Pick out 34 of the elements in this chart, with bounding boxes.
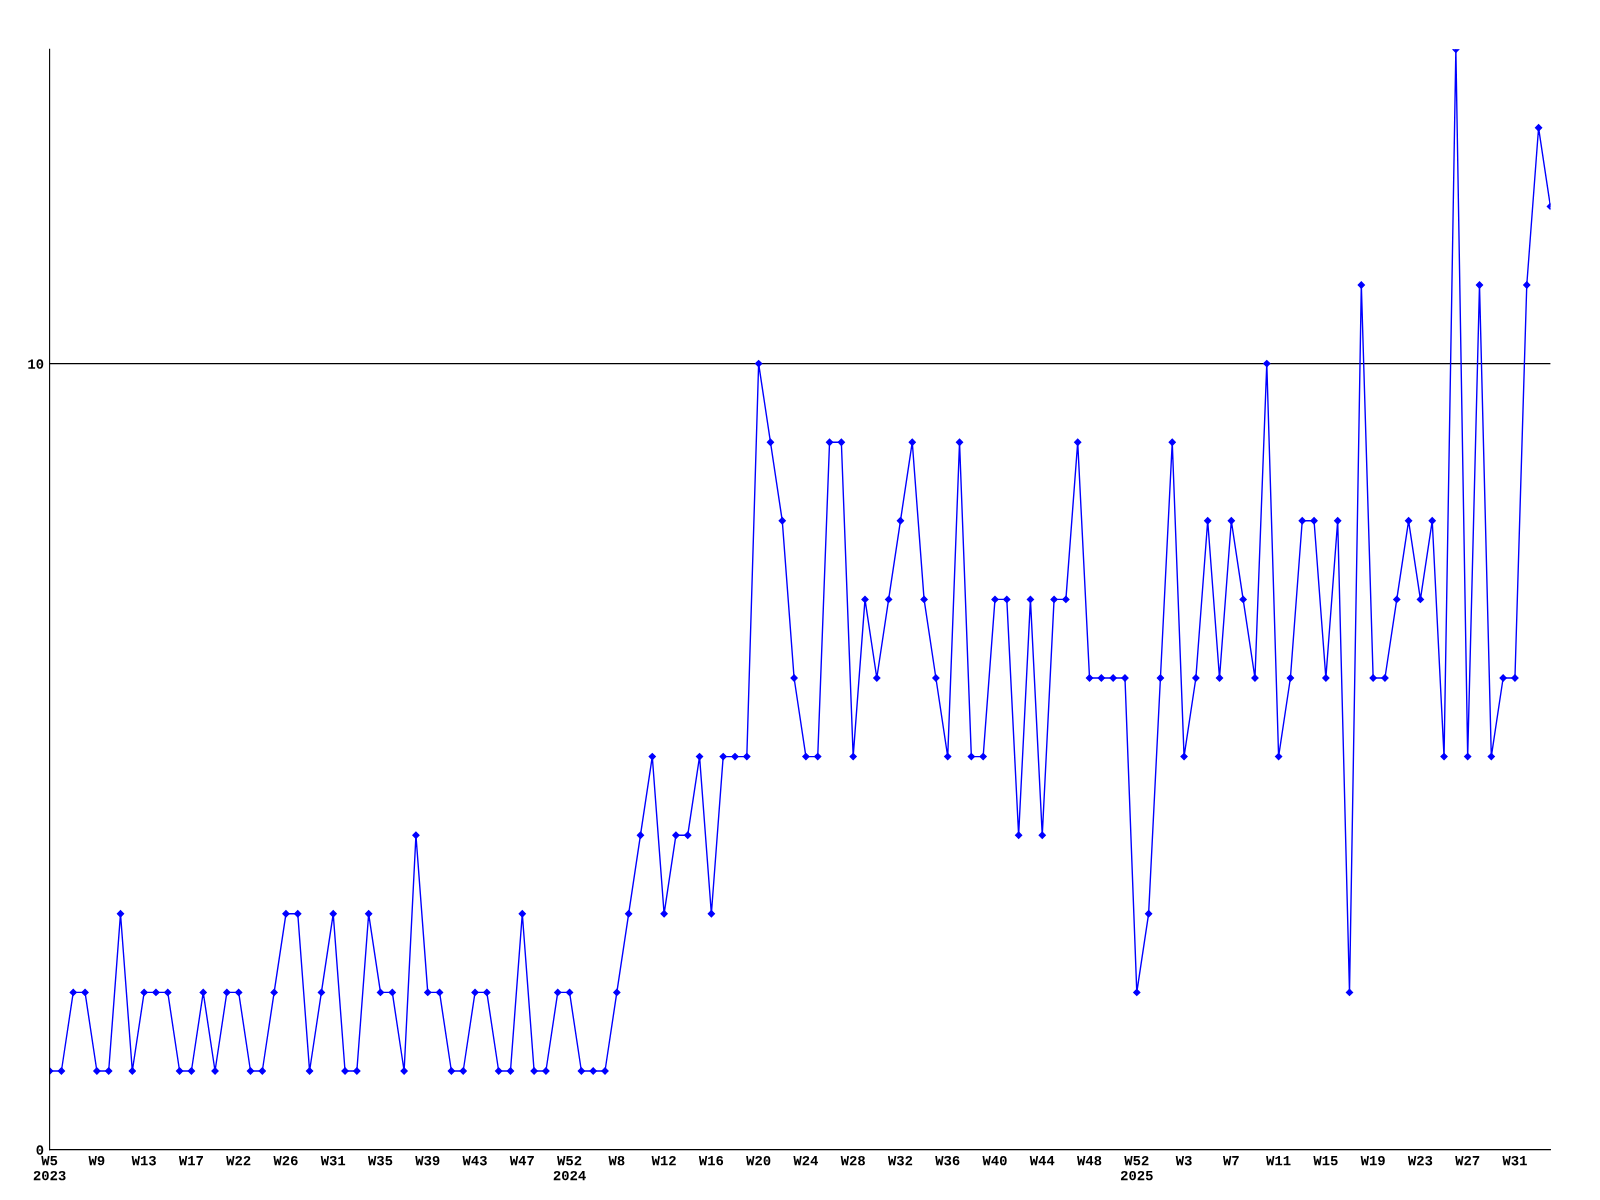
x-tick-label: W39 (415, 1155, 440, 1166)
x-tick-label: W3 (1175, 1155, 1192, 1166)
x-tick-label: W19 (1360, 1155, 1385, 1166)
y-tick-label: 10 (28, 359, 44, 369)
x-tick-label: W24 (793, 1155, 818, 1166)
x-tick-label: W8 (608, 1155, 625, 1166)
x-tick-label: W20 (746, 1155, 771, 1166)
x-tick-label: W23 (1407, 1155, 1433, 1166)
x-tick-label: W40 (982, 1155, 1007, 1166)
x-tick-label: W52 2025 (1120, 1155, 1153, 1181)
x-tick-label: W47 (509, 1156, 534, 1166)
x-tick-label: W52 2024 (553, 1155, 586, 1181)
x-tick-label: W17 (178, 1156, 203, 1166)
x-tick-label: W16 (698, 1155, 724, 1166)
x-tick-label: W31 (320, 1155, 346, 1166)
x-tick-label: W11 (1266, 1156, 1291, 1166)
x-tick-label: W13 (131, 1155, 156, 1166)
x-tick-label: W12 (651, 1155, 676, 1166)
x-tick-label: W36 (935, 1155, 960, 1166)
x-tick-label: W22 (226, 1155, 251, 1166)
x-tick-label: W5 2023 (33, 1156, 66, 1181)
y-tick-label: 0 (36, 1145, 44, 1155)
x-tick-label: W44 (1029, 1156, 1055, 1166)
x-tick-label: W15 (1313, 1156, 1338, 1166)
x-tick-label: W7 (1223, 1156, 1239, 1166)
x-tick-label: W48 (1077, 1155, 1102, 1166)
x-tick-label: W26 (273, 1155, 298, 1166)
x-tick-label: W32 (887, 1155, 913, 1166)
x-tick-label: W28 (840, 1155, 865, 1166)
x-tick-label: W31 (1502, 1155, 1527, 1166)
x-tick-label: W9 (88, 1155, 105, 1166)
x-tick-label: W27 (1455, 1155, 1480, 1166)
x-tick-label: W35 (367, 1155, 393, 1166)
x-tick-label: W43 (462, 1155, 487, 1166)
